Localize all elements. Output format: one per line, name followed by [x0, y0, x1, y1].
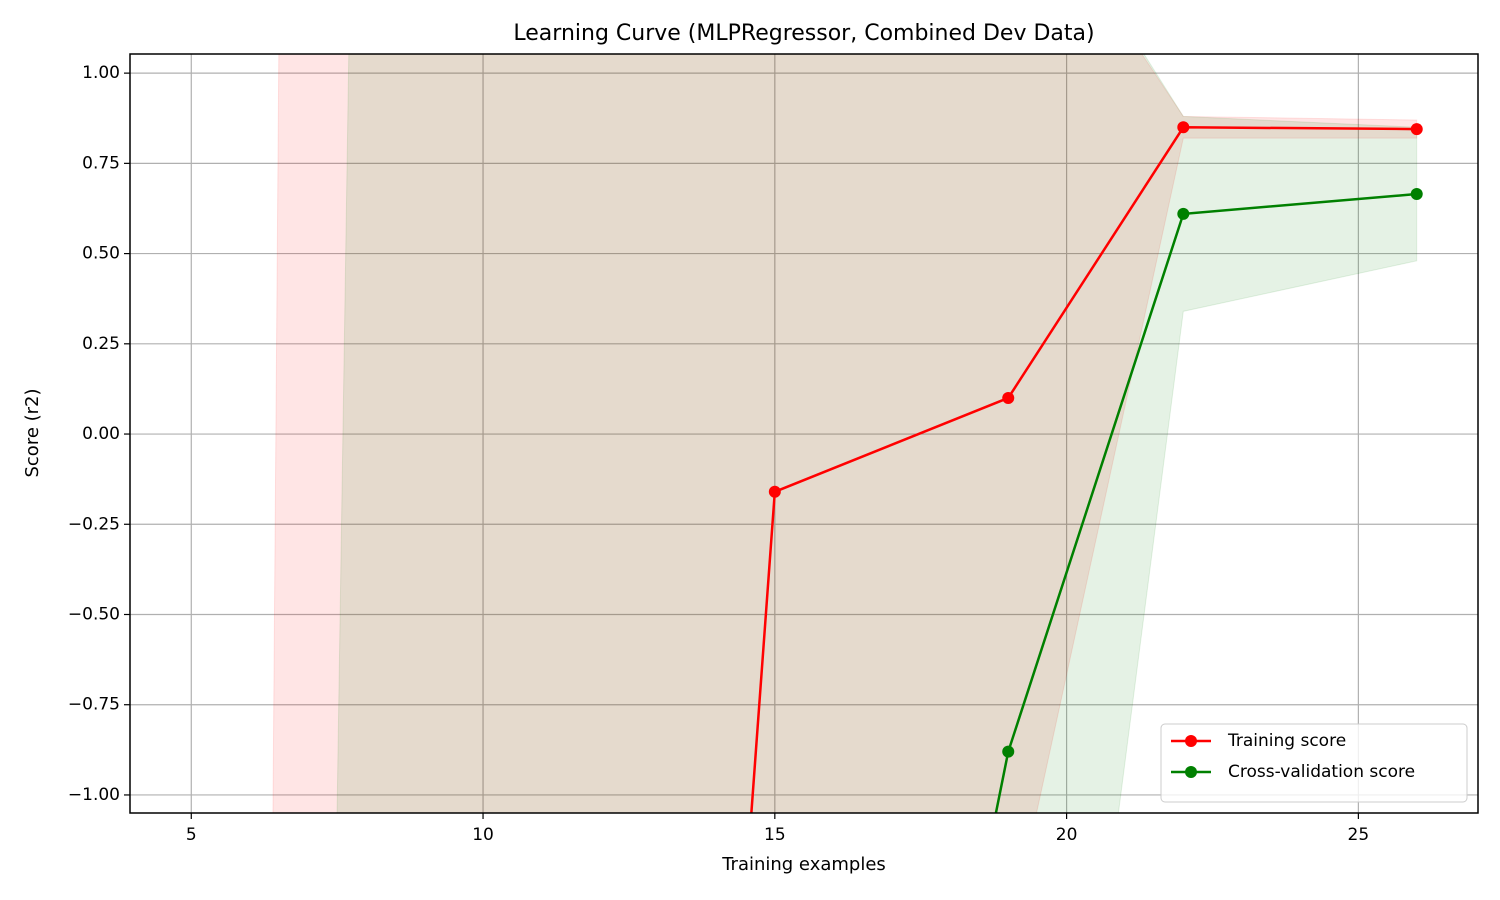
legend-marker: [1185, 735, 1197, 747]
ticks: 5 10 15 20 25 −1.00 −0.75 −0.50 −0.25 0.00 0.25 0.5…: [68, 63, 1369, 845]
chart-title: Learning Curve (MLPRegressor, Combined D…: [513, 21, 1094, 46]
legend-box: [1160, 723, 1468, 803]
legend-label: Training score: [1227, 731, 1346, 751]
y-tick-label: 0.25: [82, 334, 120, 354]
data-point: [1002, 391, 1015, 404]
std-band: [272, 54, 1418, 813]
plot-area: [272, 54, 1423, 813]
x-tick-label: 5: [186, 825, 197, 845]
legend: Training score Cross-validation score: [1160, 723, 1468, 803]
x-tick-label: 15: [764, 825, 786, 845]
data-point: [1177, 207, 1190, 220]
x-axis-label: Training examples: [721, 854, 886, 875]
data-point: [1410, 123, 1423, 136]
std-band: [336, 54, 1418, 813]
data-point: [1002, 745, 1015, 758]
y-tick-label: −0.50: [68, 604, 120, 624]
y-tick-label: 0.75: [82, 153, 120, 173]
grid: [130, 54, 1478, 813]
data-point: [1177, 121, 1190, 134]
y-tick-label: 1.00: [82, 63, 120, 83]
legend-label: Cross-validation score: [1228, 762, 1415, 782]
y-axis-label: Score (r2): [22, 388, 43, 477]
y-tick-label: −1.00: [68, 785, 120, 805]
y-tick-label: −0.25: [68, 514, 120, 534]
y-tick-label: 0.50: [82, 244, 120, 264]
y-tick-label: −0.75: [68, 695, 120, 715]
x-tick-label: 25: [1348, 825, 1370, 845]
y-tick-label: 0.00: [82, 424, 120, 444]
data-point: [768, 485, 781, 498]
data-point: [1410, 188, 1423, 201]
legend-marker: [1185, 766, 1197, 778]
x-tick-label: 10: [472, 825, 494, 845]
x-tick-label: 20: [1056, 825, 1078, 845]
